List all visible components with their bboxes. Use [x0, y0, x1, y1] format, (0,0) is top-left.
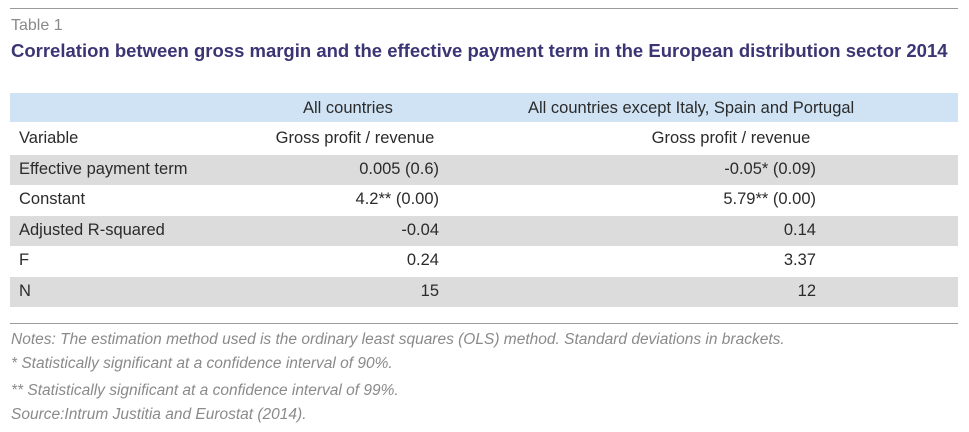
note-method: Notes: The estimation method used is the… — [11, 331, 785, 348]
column-header-except-italy-spain-portugal: All countries except Italy, Spain and Po… — [528, 99, 855, 117]
subheader-a: Gross profit / revenue — [275, 129, 435, 147]
note-significance-90: * Statistically significant at a confide… — [11, 355, 393, 372]
variable-cell: Constant — [19, 190, 86, 208]
value-cell-b: 5.79** (0.00) — [723, 190, 816, 208]
column-header-all-countries: All countries — [303, 99, 393, 117]
value-cell-a: 15 — [420, 282, 439, 300]
value-cell-b: 12 — [797, 282, 816, 300]
table-title: Correlation between gross margin and the… — [11, 40, 948, 61]
variable-cell: Adjusted R-squared — [19, 221, 165, 239]
value-cell-b: -0.05* (0.09) — [724, 160, 816, 178]
table-row: Adjusted R-squared -0.04 0.14 — [10, 216, 958, 246]
variable-header: Variable — [19, 129, 79, 147]
subheader-b: Gross profit / revenue — [651, 129, 811, 147]
table-row: F 0.24 3.37 — [10, 246, 958, 276]
note-source: Source:Intrum Justitia and Eurostat (201… — [11, 406, 307, 423]
table-label: Table 1 — [11, 17, 63, 34]
table-row: N 15 12 — [10, 277, 958, 307]
table-row: Effective payment term 0.005 (0.6) -0.05… — [10, 155, 958, 185]
value-cell-a: -0.04 — [401, 221, 439, 239]
variable-cell: Effective payment term — [19, 160, 188, 178]
value-cell-a: 0.005 (0.6) — [359, 160, 439, 178]
top-rule — [10, 8, 958, 9]
table-row: Constant 4.2** (0.00) 5.79** (0.00) — [10, 185, 958, 215]
variable-cell: N — [19, 282, 31, 300]
variable-cell: F — [19, 251, 30, 269]
bottom-rule — [10, 323, 958, 324]
note-significance-99: ** Statistically significant at a confid… — [11, 382, 399, 399]
value-cell-a: 0.24 — [406, 251, 439, 269]
subheader-row: Variable Gross profit / revenue Gross pr… — [10, 124, 958, 154]
value-cell-b: 0.14 — [783, 221, 816, 239]
value-cell-a: 4.2** (0.00) — [355, 190, 439, 208]
column-group-header: All countries All countries except Italy… — [10, 93, 958, 122]
value-cell-b: 3.37 — [783, 251, 816, 269]
